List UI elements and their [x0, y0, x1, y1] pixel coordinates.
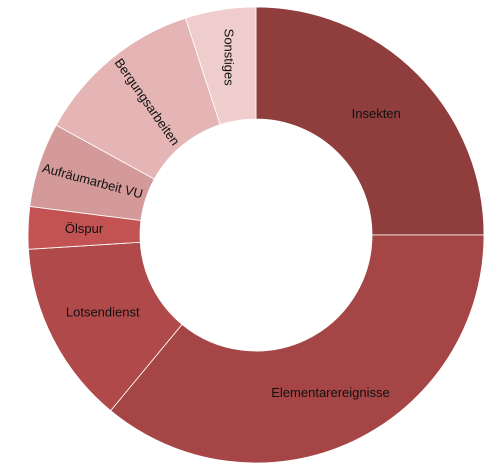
donut-segment	[255, 6, 485, 236]
segment-label: Insekten	[352, 106, 401, 121]
donut-segment	[185, 6, 257, 126]
donut-segment	[110, 234, 485, 464]
segment-label: Elementarereignisse	[271, 385, 390, 400]
segment-label: Lotsendienst	[66, 305, 140, 320]
segment-label: Sonstiges	[221, 29, 236, 87]
segment-label: Ölspur	[65, 221, 104, 236]
